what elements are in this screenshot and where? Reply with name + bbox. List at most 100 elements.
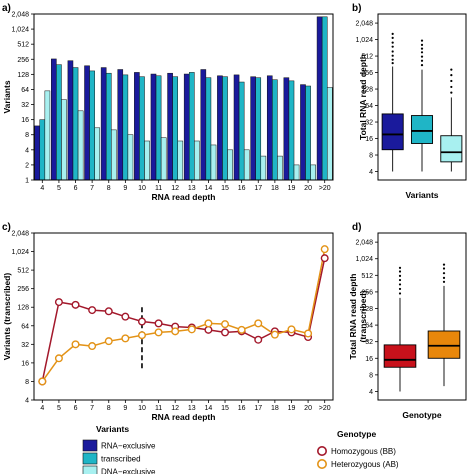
panel-c-xtick-label: 17 bbox=[254, 405, 262, 412]
panel-a-bar bbox=[243, 149, 250, 181]
panel-a-ytick-label: 512 bbox=[17, 42, 29, 49]
panel-c-frame bbox=[33, 232, 334, 401]
panel-a-bar bbox=[288, 80, 295, 181]
panel-b-outlier bbox=[391, 58, 394, 61]
panel-c-ytick-label: 8 bbox=[25, 379, 29, 386]
panel-d-ytick-label: 128 bbox=[361, 306, 373, 313]
panel-d-ytick-label: 512 bbox=[361, 273, 373, 280]
legend-genotype-label: Heterozygous (AB) bbox=[331, 460, 399, 469]
panel-a-xtick-label: 4 bbox=[40, 185, 44, 192]
panel-b-outlier bbox=[450, 79, 453, 83]
panel-a-bar bbox=[51, 58, 57, 181]
panel-a-bar bbox=[111, 129, 117, 181]
panel-b-ytick-label: 1,024 bbox=[355, 37, 373, 44]
panel-d-ytick-label: 16 bbox=[365, 356, 373, 363]
panel-a-bar bbox=[150, 73, 157, 181]
panel-a-bar bbox=[56, 64, 62, 181]
panel-a-bar bbox=[122, 74, 129, 181]
panel-a-bar bbox=[134, 72, 140, 181]
panel-a-xtick-label: 12 bbox=[171, 185, 179, 192]
panel-c-xtick-label: 16 bbox=[238, 405, 246, 412]
legend-genotype-title: Genotype bbox=[337, 429, 376, 439]
panel-a-bar bbox=[117, 69, 124, 181]
panel-b-ytick-label: 64 bbox=[365, 103, 373, 110]
panel-c-ytick-label: 32 bbox=[21, 342, 29, 349]
panel-b-ytick-label: 8 bbox=[369, 153, 373, 160]
panel-c-ytick-label: 2,048 bbox=[11, 231, 29, 238]
panel-a-bar bbox=[105, 72, 112, 181]
panel-a-bar bbox=[183, 73, 190, 181]
panel-d-outlier bbox=[398, 274, 402, 277]
panel-b-outlier bbox=[420, 43, 424, 46]
panel-a-bar bbox=[217, 75, 223, 181]
panel-b-outlier bbox=[420, 47, 424, 50]
panel-c-ytick-label: 64 bbox=[21, 323, 29, 330]
panel-b-ytick-label: 2,048 bbox=[355, 21, 373, 28]
panel-b-ytick-label: 256 bbox=[361, 70, 373, 77]
panel-b-ytick-label: 4 bbox=[369, 169, 373, 176]
panel-a-bar bbox=[210, 144, 217, 181]
panel-c-point bbox=[237, 325, 246, 334]
panel-b-box bbox=[440, 135, 463, 163]
panel-a-ytick-label: 16 bbox=[21, 117, 29, 124]
legend-variants-swatch bbox=[82, 439, 98, 452]
panel-b-ytick-label: 512 bbox=[361, 54, 373, 61]
panel-c-point bbox=[320, 245, 329, 254]
panel-d-outlier bbox=[442, 276, 446, 279]
panel-a-bar bbox=[200, 69, 207, 181]
panel-d-outlier bbox=[398, 287, 402, 291]
panel-c-point bbox=[320, 254, 329, 263]
panel-c-point bbox=[121, 312, 130, 321]
panel-a-xtick-label: 18 bbox=[271, 185, 279, 192]
panel-d-outlier bbox=[398, 266, 402, 269]
panel-d-outlier bbox=[442, 267, 446, 270]
panel-a-xtick-label: 10 bbox=[138, 185, 146, 192]
panel-c-xtick-label: 8 bbox=[107, 405, 111, 412]
panel-c-ytick-label: 16 bbox=[21, 360, 29, 367]
panel-c-ytick-label: 128 bbox=[17, 305, 29, 312]
panel-d-ytick-label: 1,024 bbox=[355, 256, 373, 263]
panel-d-ylabel: (transcribed) bbox=[358, 290, 368, 342]
panel-c-series-line bbox=[41, 258, 326, 382]
legend-genotype-marker bbox=[316, 458, 327, 469]
panel-a-xtick-label: 17 bbox=[254, 185, 262, 192]
panel-a-bar bbox=[67, 60, 74, 181]
panel-a-bar bbox=[321, 16, 328, 181]
panel-c-point bbox=[154, 328, 163, 337]
panel-c-point bbox=[137, 331, 146, 340]
panel-a-bar bbox=[139, 76, 145, 181]
panel-c-point bbox=[54, 298, 63, 307]
panel-b-ytick-label: 16 bbox=[365, 136, 373, 143]
panel-b-outlier bbox=[420, 64, 424, 67]
panel-b-outlier bbox=[391, 45, 394, 48]
panel-d-box bbox=[427, 330, 461, 359]
panel-c-ytick-label: 512 bbox=[17, 268, 29, 275]
panel-b-frame bbox=[377, 13, 467, 181]
panel-a-ylabel: Variants bbox=[2, 80, 12, 113]
panel-d-ytick-label: 64 bbox=[365, 323, 373, 330]
panel-a-xtick-label: 8 bbox=[107, 185, 111, 192]
panel-a-bar bbox=[100, 67, 107, 181]
panel-a-xtick-label: 9 bbox=[123, 185, 127, 192]
panel-c-ytick-label: 4 bbox=[25, 398, 29, 405]
panel-a-bar bbox=[300, 84, 306, 181]
panel-d-ytick-label: 256 bbox=[361, 289, 373, 296]
panel-a-xtick-label: 20 bbox=[304, 185, 312, 192]
panel-d-box bbox=[383, 344, 417, 368]
panel-a-bar bbox=[293, 164, 300, 181]
panel-b-outlier bbox=[420, 59, 424, 62]
panel-a-bar bbox=[326, 87, 333, 181]
legend-genotype-label: Homozygous (BB) bbox=[331, 447, 396, 456]
panel-d-label: d) bbox=[352, 222, 361, 233]
panel-c-ylabel: Variants (transcribed) bbox=[2, 273, 12, 361]
panel-c-ytick-label: 256 bbox=[17, 286, 29, 293]
panel-a-bar bbox=[89, 70, 95, 181]
panel-a-xtick-label: 15 bbox=[221, 185, 229, 192]
panel-b-ytick-label: 32 bbox=[365, 120, 373, 127]
panel-a-bar bbox=[167, 72, 173, 181]
legend-variants-title: Variants bbox=[96, 424, 129, 434]
panel-b-outlier bbox=[391, 41, 394, 44]
panel-a-ytick-label: 8 bbox=[25, 132, 29, 139]
panel-d-ytick-label: 32 bbox=[365, 339, 373, 346]
panel-b-box bbox=[381, 113, 404, 151]
